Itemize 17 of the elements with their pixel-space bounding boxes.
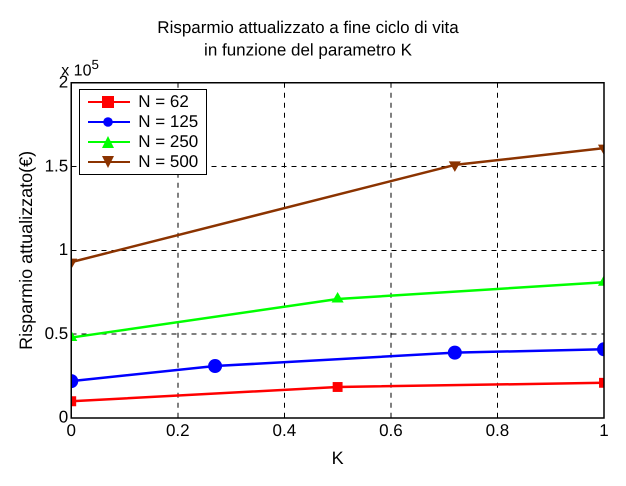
y-tick-label: 0 xyxy=(58,408,68,427)
x-tick-label: 0.8 xyxy=(486,420,510,440)
legend-label: N = 500 xyxy=(138,152,198,172)
y-tick-label: 1 xyxy=(58,240,68,260)
legend-label: N = 62 xyxy=(138,92,189,112)
x-tick-label: 0.2 xyxy=(166,420,190,440)
legend-label: N = 125 xyxy=(138,112,198,132)
y-axis-title: Risparmio attualizzato(€) xyxy=(16,150,36,350)
x-axis-title: K xyxy=(332,448,344,468)
x-tick-label: 0.6 xyxy=(379,420,403,440)
y-tick-label: 0.5 xyxy=(44,324,68,343)
legend-label: N = 250 xyxy=(138,132,198,152)
x-tick-label: 0.4 xyxy=(272,420,296,440)
y-tick-label: 1.5 xyxy=(44,156,68,176)
chart-title: Risparmio attualizzato a fine ciclo di vita xyxy=(157,18,460,37)
chart-subtitle: in funzione del parametro K xyxy=(204,40,413,60)
x-tick-label: 1 xyxy=(599,420,609,440)
